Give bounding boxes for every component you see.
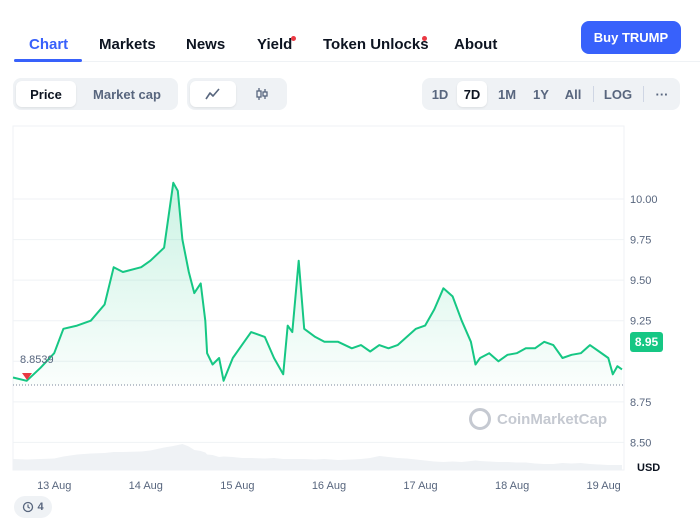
range-divider: [593, 86, 594, 102]
history-icon: [23, 501, 34, 513]
currency-label: USD: [637, 462, 660, 474]
tab-yield[interactable]: Yield: [257, 36, 293, 53]
range-1d-button[interactable]: 1D: [431, 86, 449, 102]
top-tab-bar: Chart Markets News Yield Token Unlocks A…: [14, 14, 700, 62]
candlestick-icon: [256, 88, 268, 100]
tab-markets[interactable]: Markets: [99, 36, 156, 53]
current-price-tag: 8.95: [630, 332, 663, 352]
y-tick-label: 10.00: [630, 194, 658, 206]
tab-chart[interactable]: Chart: [29, 36, 69, 53]
range-1m-button[interactable]: 1M: [497, 86, 517, 102]
price-line: [12, 181, 623, 382]
y-tick-label: 9.75: [630, 235, 651, 247]
range-all-button[interactable]: All: [564, 86, 582, 102]
time-range-selector: 1D 7D 1M 1Y All LOG ···: [422, 78, 680, 110]
x-tick-label: 18 Aug: [495, 480, 529, 492]
tab-news[interactable]: News: [186, 36, 226, 53]
tab-token-unlocks[interactable]: Token Unlocks: [323, 36, 429, 53]
line-chart-icon: [205, 88, 220, 100]
marketcap-toggle-button[interactable]: Market cap: [93, 86, 161, 102]
x-tick-label: 19 Aug: [587, 480, 621, 492]
history-count: 4: [37, 501, 44, 513]
more-divider: [643, 86, 644, 102]
y-axis-ticks: 8.50 8.75 9.25 9.50 9.75 10.00: [630, 194, 658, 449]
tab-about[interactable]: About: [454, 36, 498, 53]
low-marker-icon: [22, 373, 32, 380]
price-toggle-button[interactable]: Price: [16, 81, 76, 107]
x-tick-label: 17 Aug: [403, 480, 437, 492]
y-tick-label: 8.50: [630, 437, 651, 449]
range-1y-button[interactable]: 1Y: [533, 86, 549, 102]
volume-bars: [13, 444, 622, 470]
x-tick-label: 14 Aug: [129, 480, 163, 492]
x-tick-label: 13 Aug: [37, 480, 71, 492]
more-options-button[interactable]: ···: [655, 86, 669, 102]
chart-type-toggle: [187, 78, 287, 110]
buy-token-button[interactable]: Buy TRUMP: [581, 21, 681, 54]
history-badge[interactable]: 4: [14, 496, 52, 518]
y-tick-label: 8.75: [630, 397, 651, 409]
y-tick-label: 9.25: [630, 316, 651, 328]
log-scale-button[interactable]: LOG: [603, 86, 633, 102]
active-tab-indicator: [14, 59, 82, 62]
volume-area: [13, 444, 622, 470]
range-7d-button[interactable]: 7D: [457, 81, 487, 107]
start-price-label: 8.8539: [20, 354, 54, 366]
x-axis-ticks: 13 Aug 14 Aug 15 Aug 16 Aug 17 Aug 18 Aug 19 A…: [37, 480, 621, 492]
price-area-fill: [13, 182, 622, 385]
coinmarketcap-logo-icon: [469, 408, 491, 430]
line-chart-button[interactable]: [190, 81, 236, 107]
x-tick-label: 16 Aug: [312, 480, 346, 492]
x-tick-label: 15 Aug: [220, 480, 254, 492]
price-marketcap-toggle: Price Market cap: [13, 78, 178, 110]
watermark: CoinMarketCap: [469, 408, 607, 430]
candlestick-chart-button[interactable]: [239, 81, 285, 107]
y-tick-label: 9.50: [630, 275, 651, 287]
yield-notification-dot: [291, 36, 296, 41]
token-unlocks-notification-dot: [422, 36, 427, 41]
watermark-text: CoinMarketCap: [497, 410, 608, 428]
